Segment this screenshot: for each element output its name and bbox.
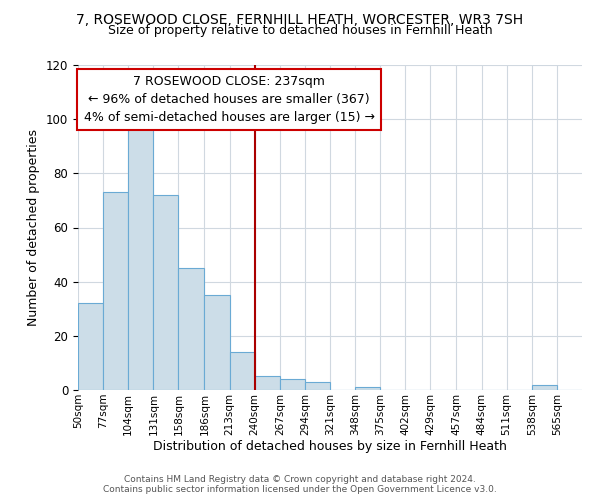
Bar — [128, 124, 154, 390]
Text: Size of property relative to detached houses in Fernhill Heath: Size of property relative to detached ho… — [107, 24, 493, 37]
Bar — [78, 304, 103, 390]
Text: Contains HM Land Registry data © Crown copyright and database right 2024.
Contai: Contains HM Land Registry data © Crown c… — [103, 474, 497, 494]
Y-axis label: Number of detached properties: Number of detached properties — [28, 129, 40, 326]
Text: 7, ROSEWOOD CLOSE, FERNHILL HEATH, WORCESTER, WR3 7SH: 7, ROSEWOOD CLOSE, FERNHILL HEATH, WORCE… — [76, 12, 524, 26]
Bar — [305, 382, 330, 390]
Bar — [254, 376, 280, 390]
Text: 7 ROSEWOOD CLOSE: 237sqm
← 96% of detached houses are smaller (367)
4% of semi-d: 7 ROSEWOOD CLOSE: 237sqm ← 96% of detach… — [83, 74, 374, 124]
Bar — [532, 384, 557, 390]
Bar — [355, 388, 380, 390]
Bar — [280, 379, 305, 390]
Bar — [154, 195, 178, 390]
Bar — [178, 268, 205, 390]
X-axis label: Distribution of detached houses by size in Fernhill Heath: Distribution of detached houses by size … — [153, 440, 507, 454]
Bar — [230, 352, 254, 390]
Bar — [205, 295, 230, 390]
Bar — [103, 192, 128, 390]
